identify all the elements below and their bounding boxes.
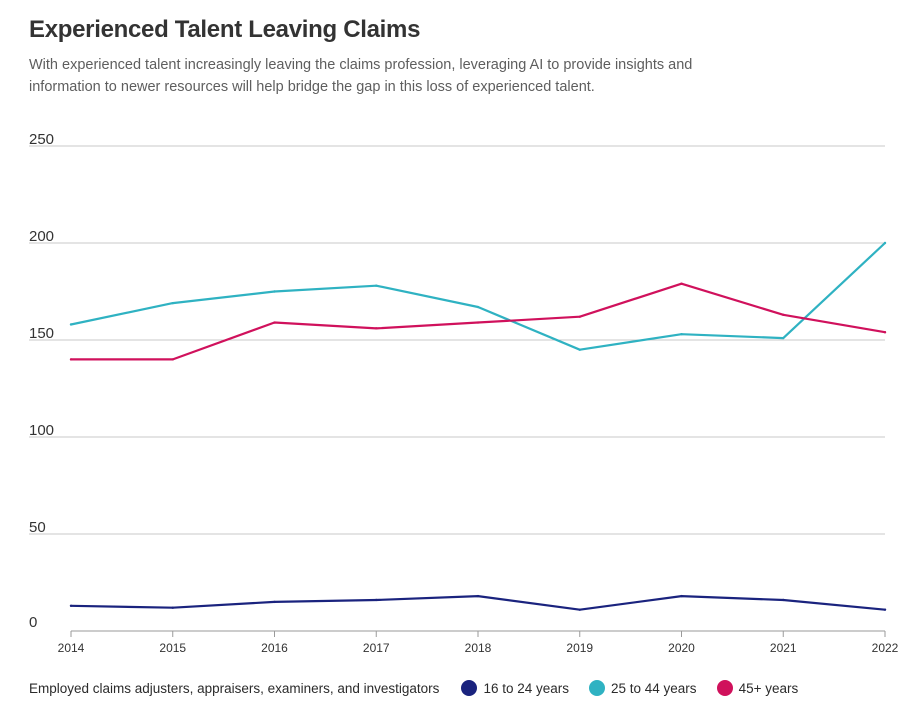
y-tick-label: 50 xyxy=(29,519,46,536)
legend-item-16-24[interactable]: 16 to 24 years xyxy=(461,680,569,696)
data-point xyxy=(375,284,378,287)
data-point xyxy=(476,321,480,324)
legend-swatch-16-24 xyxy=(461,680,478,696)
x-tick-label: 2021 xyxy=(770,641,797,655)
data-point xyxy=(273,600,276,604)
legend-swatch-25-44 xyxy=(589,680,605,696)
data-point xyxy=(171,301,174,305)
x-tick-label: 2017 xyxy=(363,641,390,655)
series-line-0 xyxy=(69,594,887,611)
x-tick-label: 2019 xyxy=(566,641,593,655)
y-tick-label: 250 xyxy=(29,131,54,148)
y-axis-ticks: 0 50 100 150 200 250 xyxy=(29,131,54,631)
series-lines xyxy=(69,241,887,611)
data-point xyxy=(476,594,480,598)
legend-label-16-24: 16 to 24 years xyxy=(483,680,569,696)
data-point xyxy=(578,348,581,351)
data-point xyxy=(883,608,887,611)
data-point xyxy=(69,323,73,326)
legend-description: Employed claims adjusters, appraisers, e… xyxy=(29,680,440,696)
data-point xyxy=(273,321,276,324)
data-point xyxy=(375,598,378,602)
legend-label-45plus: 45+ years xyxy=(738,680,799,696)
data-point xyxy=(680,332,683,336)
chart-title: Experienced Talent Leaving Claims xyxy=(29,16,421,43)
data-point xyxy=(476,305,480,309)
data-point xyxy=(578,315,581,318)
data-point xyxy=(883,331,887,334)
gridlines xyxy=(29,145,885,632)
x-tick-label: 2016 xyxy=(261,641,288,655)
data-point xyxy=(782,598,785,602)
y-tick-label: 200 xyxy=(29,228,54,245)
chart-subtitle: With experienced talent increasingly lea… xyxy=(29,57,693,95)
data-point xyxy=(680,594,683,598)
data-point xyxy=(578,608,581,611)
series-line-1 xyxy=(69,241,887,351)
x-tick-label: 2022 xyxy=(872,641,899,655)
y-tick-label: 0 xyxy=(29,614,37,631)
y-tick-label: 100 xyxy=(29,422,54,439)
x-tick-label: 2020 xyxy=(668,641,695,655)
x-tick-label: 2014 xyxy=(58,641,85,655)
data-point xyxy=(171,606,174,609)
legend-item-25-44[interactable]: 25 to 44 years xyxy=(589,680,697,696)
data-point xyxy=(883,241,887,245)
data-point xyxy=(273,290,276,293)
data-point xyxy=(680,282,683,285)
data-point xyxy=(69,358,73,361)
x-tick-label: 2015 xyxy=(159,641,186,655)
data-point xyxy=(171,358,174,361)
data-point xyxy=(782,313,785,316)
legend-item-45plus[interactable]: 45+ years xyxy=(716,680,799,696)
data-point xyxy=(375,327,378,330)
legend-label-25-44: 25 to 44 years xyxy=(611,680,697,696)
line-chart: 0 50 100 150 200 250 2014 2015 2016 2017 2018 2019… xyxy=(29,131,899,655)
legend: Employed claims adjusters, appraisers, e… xyxy=(29,680,818,696)
data-point xyxy=(69,604,73,607)
y-tick-label: 150 xyxy=(29,325,54,342)
data-point xyxy=(782,336,785,340)
legend-swatch-45plus xyxy=(716,680,733,696)
x-axis-ticks: 2014 2015 2016 2017 2018 2019 2020 2021 2022 xyxy=(58,631,899,655)
x-tick-label: 2018 xyxy=(465,641,492,655)
